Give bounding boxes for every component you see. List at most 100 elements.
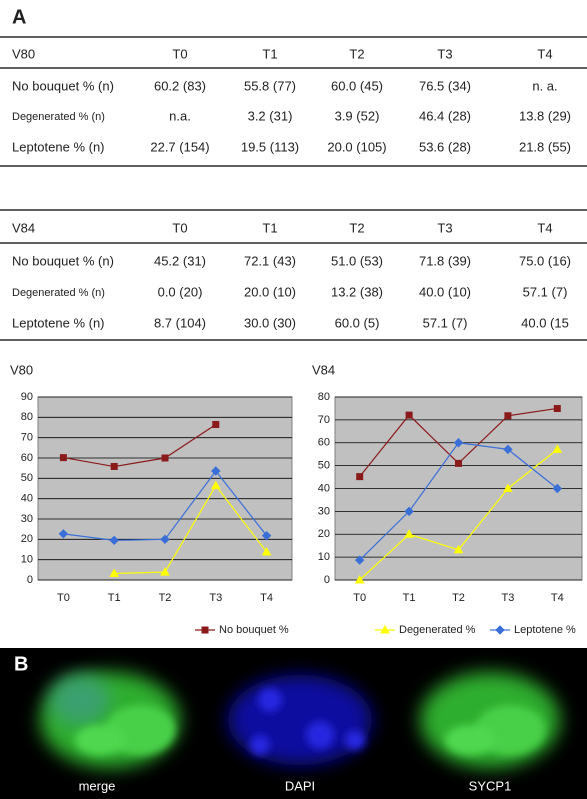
table-cell: 21.8 (55) [519,139,571,154]
y-tick-label: 0 [324,574,330,586]
x-tick-label: T1 [403,592,416,604]
x-tick-label: T1 [108,592,121,604]
table-header: T1 [262,46,277,61]
table-header: V84 [12,220,35,235]
data-point [162,455,168,461]
x-tick-label: T0 [353,592,366,604]
y-tick-label: 20 [21,533,33,545]
y-tick-label: 40 [318,482,330,494]
merge-image [40,672,180,768]
table-cell: n.a. [169,108,191,123]
y-tick-label: 80 [318,391,330,403]
legend-label: Leptotene % [514,624,576,636]
image-caption: SYCP1 [469,778,512,793]
data-point [357,474,363,480]
y-tick-label: 10 [318,551,330,563]
x-tick-label: T4 [551,592,564,604]
table-cell: 3.9 (52) [335,108,380,123]
plot-area [38,397,292,580]
x-tick-label: T2 [159,592,172,604]
table-cell: 60.0 (45) [331,78,383,93]
table-cell: 45.2 (31) [154,253,206,268]
chart-title: V80 [10,362,33,377]
panel-label: B [14,653,28,675]
data-point [456,460,462,466]
x-tick-label: T3 [501,592,514,604]
y-tick-label: 50 [21,472,33,484]
table-cell: 40.0 (15 [521,315,569,330]
data-point [60,455,66,461]
table-header: V80 [12,46,35,61]
data-point [406,412,412,418]
x-tick-label: T0 [57,592,70,604]
data-point [505,413,511,419]
table-header: T4 [537,46,552,61]
table-cell: 46.4 (28) [419,108,471,123]
table-cell: Degenerated % (n) [12,111,105,123]
x-tick-label: T2 [452,592,465,604]
table-cell: Leptotene % (n) [12,139,105,154]
table-header: T3 [437,220,452,235]
table-cell: 53.6 (28) [419,139,471,154]
table-cell: 13.8 (29) [519,108,571,123]
table-cell: 20.0 (105) [327,139,386,154]
table-header: T2 [349,46,364,61]
table-cell: 60.2 (83) [154,78,206,93]
y-tick-label: 30 [21,513,33,525]
data-point [111,464,117,470]
figure: A B merge DAPI SYCP1 V80 T0 T1 T2 T3 T4 No bou… [0,0,587,799]
table-cell: 30.0 (30) [244,315,296,330]
table-cell: No bouquet % (n) [12,78,114,93]
table-cell: Degenerated % (n) [12,287,105,299]
dapi-image [228,675,372,765]
table-header: T3 [437,46,452,61]
data-point [213,421,219,427]
legend-marker [496,626,504,634]
table-cell: 20.0 (10) [244,284,296,299]
table-cell: Leptotene % (n) [12,315,105,330]
y-tick-label: 30 [318,505,330,517]
table-cell: 57.1 (7) [423,315,468,330]
table-cell: 71.8 (39) [419,253,471,268]
table-cell: 3.2 (31) [248,108,293,123]
data-point [554,405,560,411]
y-tick-label: 70 [318,414,330,426]
table-cell: 57.1 (7) [523,284,568,299]
table-cell: 76.5 (34) [419,78,471,93]
table-header: T4 [537,220,552,235]
table-cell: 22.7 (154) [150,139,209,154]
panel-label: A [12,6,26,28]
legend-label: Degenerated % [399,624,476,636]
y-tick-label: 70 [21,432,33,444]
y-tick-label: 90 [21,391,33,403]
y-tick-label: 0 [27,574,33,586]
y-tick-label: 60 [318,437,330,449]
table-cell: 8.7 (104) [154,315,206,330]
table-cell: 19.5 (113) [241,139,299,154]
table-cell: 13.2 (38) [331,284,383,299]
y-tick-label: 20 [318,528,330,540]
table-cell: 51.0 (53) [331,253,383,268]
table-header: T0 [172,220,187,235]
y-tick-label: 10 [21,554,33,566]
table-header: T2 [349,220,364,235]
table-header: T1 [262,220,277,235]
table-cell: No bouquet % (n) [12,253,114,268]
image-caption: merge [79,778,116,793]
sycp1-image [420,672,560,768]
table-header: T0 [172,46,187,61]
x-tick-label: T3 [209,592,222,604]
x-tick-label: T4 [260,592,273,604]
table-cell: n. a. [532,78,557,93]
y-tick-label: 40 [21,493,33,505]
image-caption: DAPI [285,778,315,793]
table-cell: 72.1 (43) [244,253,296,268]
legend-marker [202,627,208,633]
chart-title: V84 [312,362,335,377]
table-cell: 0.0 (20) [158,284,203,299]
table-cell: 75.0 (16) [519,253,571,268]
y-tick-label: 50 [318,460,330,472]
legend-label: No bouquet % [219,624,289,636]
table-cell: 55.8 (77) [244,78,296,93]
table-cell: 40.0 (10) [419,284,471,299]
